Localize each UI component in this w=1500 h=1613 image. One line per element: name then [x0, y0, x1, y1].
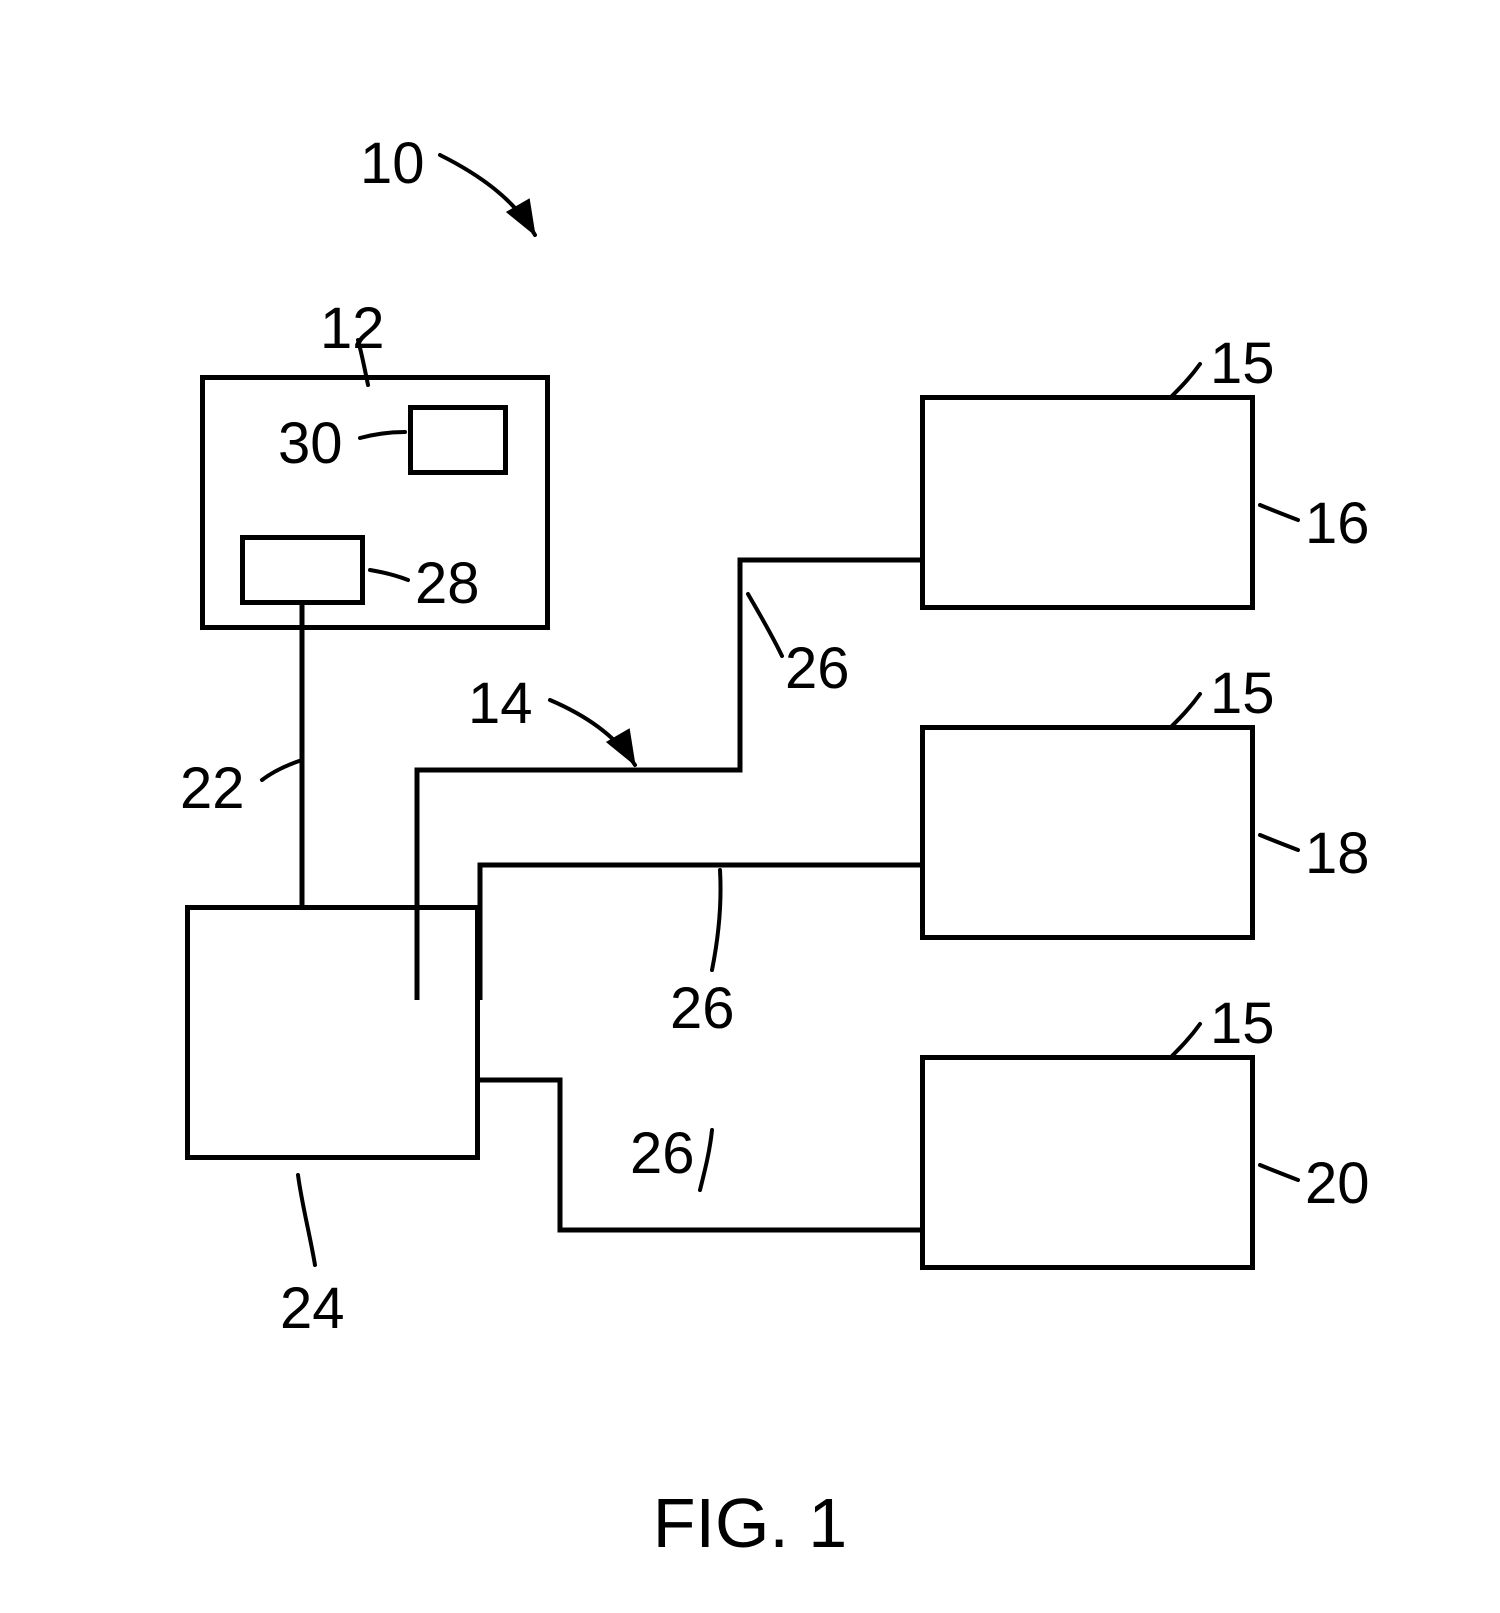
ref-label-15c: 15	[1210, 990, 1275, 1057]
figure-caption: FIG. 1	[0, 1483, 1500, 1563]
ref-label-10: 10	[360, 130, 425, 197]
ref-label-14: 14	[468, 670, 533, 737]
ref-label-22: 22	[180, 755, 245, 822]
ref-label-24: 24	[280, 1275, 345, 1342]
ref-label-12: 12	[320, 295, 385, 362]
ref-label-18: 18	[1305, 820, 1370, 887]
block-18	[920, 725, 1255, 940]
ref-label-15b: 15	[1210, 660, 1275, 727]
ref-label-15a: 15	[1210, 330, 1275, 397]
block-30	[408, 405, 508, 475]
block-20	[920, 1055, 1255, 1270]
ref-label-20: 20	[1305, 1150, 1370, 1217]
ref-label-26a: 26	[785, 635, 850, 702]
block-24	[185, 905, 480, 1160]
block-28	[240, 535, 365, 605]
block-16	[920, 395, 1255, 610]
figure-canvas: 10 12 30 28 22 14 24 26 26 26 15 16 15 1…	[0, 0, 1500, 1613]
ref-label-26c: 26	[630, 1120, 695, 1187]
ref-label-16: 16	[1305, 490, 1370, 557]
ref-label-28: 28	[415, 550, 480, 617]
ref-label-26b: 26	[670, 975, 735, 1042]
ref-label-30: 30	[278, 410, 343, 477]
